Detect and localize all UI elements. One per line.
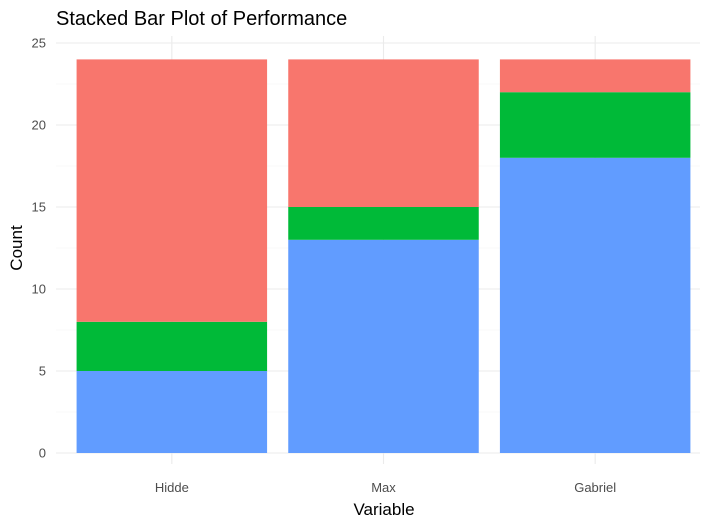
y-tick-label: 15 <box>32 200 46 215</box>
y-axis-ticks: 0 5 10 15 20 25 <box>32 36 46 461</box>
bar-segment <box>76 371 268 453</box>
y-tick-label: 5 <box>39 364 46 379</box>
y-tick-label: 25 <box>32 36 46 51</box>
y-tick-label: 10 <box>32 282 46 297</box>
x-tick-label: Max <box>371 480 396 495</box>
x-tick-label: Hidde <box>155 480 189 495</box>
y-axis-label: Count <box>7 225 26 271</box>
y-tick-label: 20 <box>32 118 46 133</box>
bar-segment <box>288 207 479 240</box>
bar-segment <box>76 59 268 322</box>
chart-title: Stacked Bar Plot of Performance <box>56 8 347 30</box>
bar-segment <box>499 92 691 158</box>
bar-segment <box>288 239 479 453</box>
bar-segment <box>76 321 268 371</box>
x-axis-label: Variable <box>353 500 414 519</box>
x-tick-label: Gabriel <box>574 480 616 495</box>
bar-segment <box>499 157 691 454</box>
x-axis-ticks: Hidde Max Gabriel <box>155 480 616 495</box>
bars <box>76 59 691 454</box>
y-tick-label: 0 <box>39 446 46 461</box>
bar-segment <box>499 59 691 93</box>
bar-segment <box>288 59 479 208</box>
